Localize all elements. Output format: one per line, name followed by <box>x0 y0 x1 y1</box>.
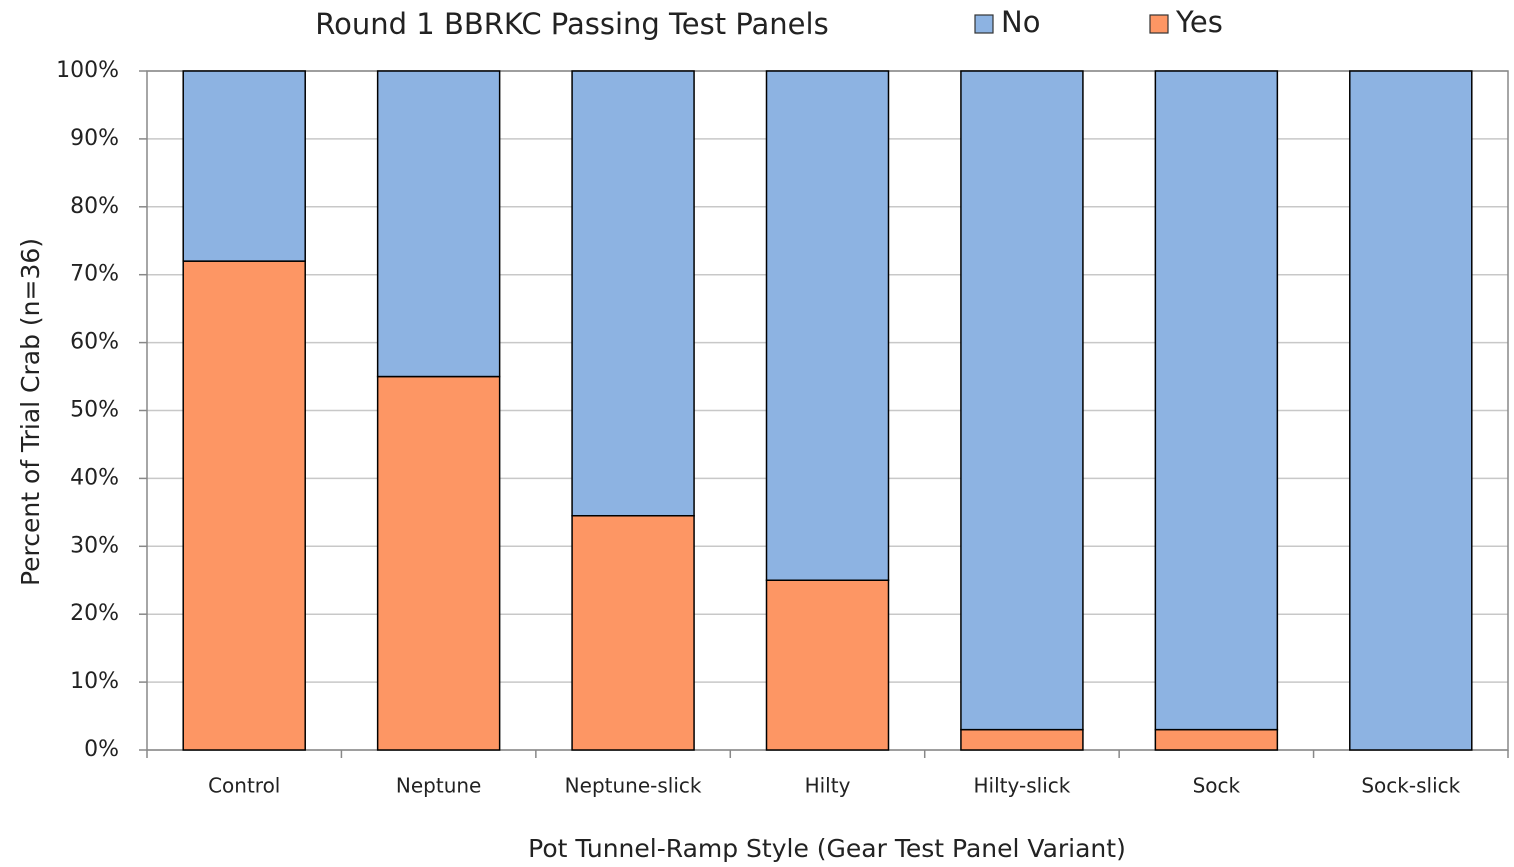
chart-title: Round 1 BBRKC Passing Test Panels <box>315 7 828 41</box>
x-tick-label: Sock-slick <box>1361 774 1460 798</box>
y-tick-label: 100% <box>56 58 119 83</box>
x-tick-label: Hilty-slick <box>974 774 1071 798</box>
bar-segment <box>571 514 695 751</box>
bar-segment <box>765 579 890 751</box>
bar-segment <box>1154 70 1279 731</box>
x-tick-label: Sock <box>1193 774 1241 798</box>
bar-segment <box>1349 70 1473 751</box>
bar-segment <box>571 70 695 517</box>
y-tick-label: 40% <box>70 465 119 490</box>
legend-label: No <box>1001 5 1040 39</box>
bar-segment <box>765 70 890 581</box>
bar-segment <box>376 375 501 751</box>
y-axis-label: Percent of Trial Crab (n=36) <box>16 238 45 586</box>
bar-segment <box>182 70 306 262</box>
y-tick-label: 80% <box>70 194 119 219</box>
y-tick-label: 90% <box>70 126 119 151</box>
y-tick-label: 50% <box>70 398 119 423</box>
y-tick-label: 30% <box>70 533 119 558</box>
bar-segment <box>1154 728 1279 751</box>
x-tick-label: Neptune <box>396 774 481 798</box>
x-tick-label: Hilty <box>805 774 851 798</box>
y-tick-label: 20% <box>70 601 119 626</box>
y-tick-label: 0% <box>84 737 119 762</box>
bar-segment <box>960 70 1084 731</box>
y-tick-label: 10% <box>70 669 119 694</box>
x-axis-label: Pot Tunnel-Ramp Style (Gear Test Panel V… <box>528 834 1126 863</box>
bar-segment <box>960 728 1084 751</box>
x-tick-label: Control <box>208 774 280 798</box>
legend-label: Yes <box>1175 5 1223 39</box>
bar-segment <box>376 70 501 378</box>
x-tick-label: Neptune-slick <box>565 774 702 798</box>
legend-swatch <box>1149 14 1169 34</box>
bar-segment <box>182 260 306 751</box>
legend-swatch <box>974 14 994 34</box>
y-tick-label: 70% <box>70 262 119 287</box>
y-tick-label: 60% <box>70 330 119 355</box>
